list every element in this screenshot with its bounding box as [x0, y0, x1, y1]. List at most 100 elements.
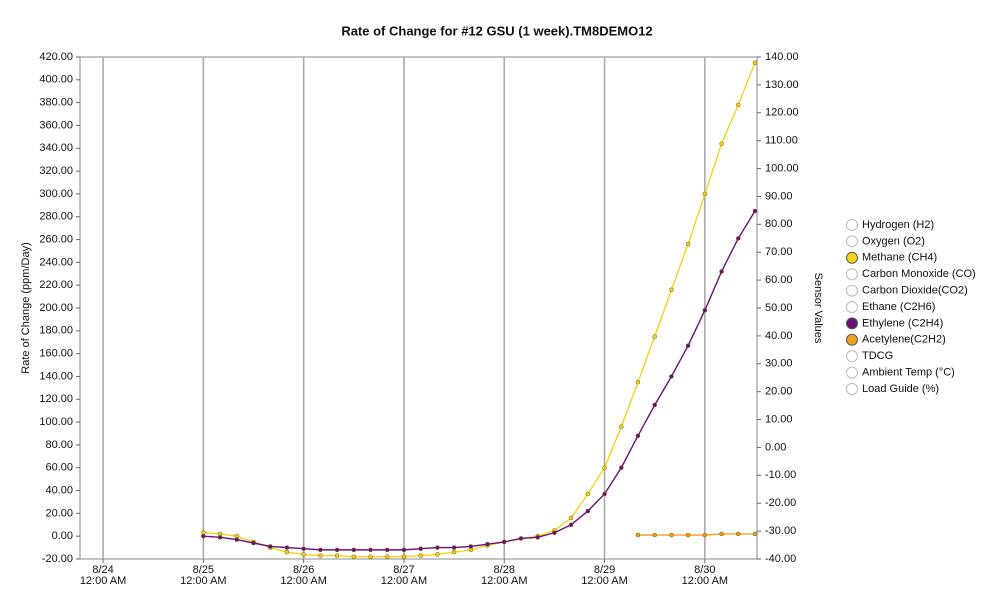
data-point	[334, 553, 340, 558]
data-point	[384, 547, 390, 553]
y2-tick-label: 70.00	[765, 246, 793, 258]
y2-axis-title: Sensor Values	[812, 273, 824, 344]
y-tick-label: 240.00	[39, 256, 73, 268]
data-point	[585, 491, 591, 497]
legend-label: Methane (CH4)	[862, 252, 937, 264]
data-point	[301, 546, 306, 551]
x-tick-label: 8/29	[594, 564, 615, 576]
data-point	[652, 402, 657, 408]
data-point	[735, 102, 741, 108]
data-point	[217, 535, 223, 540]
data-point	[669, 287, 674, 292]
x-tick-label: 12:00 AM	[381, 575, 427, 587]
x-tick-label: 12:00 AM	[481, 575, 527, 587]
y2-tick-label: 0.00	[765, 441, 786, 453]
x-tick-label: 8/26	[293, 564, 314, 576]
y-tick-label: 300.00	[39, 188, 73, 200]
y-tick-label: 380.00	[39, 97, 73, 109]
data-point	[318, 547, 323, 553]
x-tick-label: 12:00 AM	[581, 575, 627, 587]
y-tick-label: 360.00	[39, 119, 73, 131]
y2-tick-label: 50.00	[765, 302, 793, 314]
y2-tick-label: -30.00	[765, 525, 796, 537]
legend-marker	[846, 301, 858, 313]
data-point	[752, 60, 758, 65]
legend-label: Load Guide (%)	[862, 383, 939, 395]
data-point	[602, 491, 607, 497]
data-point	[468, 544, 474, 549]
x-tick-label: 8/24	[92, 564, 113, 576]
data-point	[568, 522, 574, 528]
y-tick-label: 40.00	[45, 484, 73, 496]
data-point	[435, 552, 440, 557]
data-point	[518, 536, 524, 541]
data-point	[635, 532, 641, 538]
data-point	[735, 236, 741, 241]
data-point	[368, 547, 373, 553]
legend-label: Ambient Temp (°C)	[862, 367, 955, 379]
y2-tick-label: 90.00	[765, 190, 793, 202]
y-tick-label: 400.00	[39, 74, 73, 86]
data-point	[418, 546, 423, 551]
y-axis-title: Rate of Change (ppm/Day)	[20, 242, 32, 373]
data-point	[485, 541, 490, 547]
y2-tick-label: 80.00	[765, 218, 793, 230]
legend-marker	[846, 317, 858, 330]
legend-label: Acetylene(C2H2)	[862, 334, 946, 346]
y2-tick-label: 40.00	[765, 330, 793, 342]
legend-label: Hydrogen (H2)	[862, 219, 934, 231]
y-tick-label: 280.00	[39, 211, 73, 223]
data-point	[652, 334, 657, 339]
y2-tick-label: -10.00	[765, 469, 796, 481]
legend-marker	[846, 284, 858, 297]
y-tick-label: 160.00	[39, 348, 73, 360]
data-point	[602, 465, 607, 470]
legend-label: Ethane (C2H6)	[862, 301, 935, 313]
data-point	[568, 515, 574, 521]
x-tick-label: 8/25	[193, 564, 214, 576]
legend-label: Carbon Dioxide(CO2)	[862, 285, 968, 297]
x-tick-label: 8/28	[494, 564, 515, 576]
legend-marker	[846, 383, 858, 395]
data-point	[284, 545, 290, 550]
legend-marker	[846, 251, 858, 264]
data-point	[418, 553, 423, 558]
data-point	[635, 379, 641, 385]
data-point	[619, 465, 624, 470]
data-point	[585, 508, 591, 514]
y-tick-label: 220.00	[39, 279, 73, 291]
data-point	[502, 539, 507, 545]
y-tick-label: 20.00	[45, 507, 73, 519]
legend-label: Carbon Monoxide (CO)	[862, 268, 976, 280]
data-point	[552, 530, 557, 536]
y-tick-label: 320.00	[39, 165, 73, 177]
y-tick-label: 420.00	[39, 51, 73, 63]
y2-tick-label: 30.00	[765, 358, 793, 370]
x-tick-label: 12:00 AM	[682, 575, 728, 587]
y2-tick-label: -20.00	[765, 497, 796, 509]
legend-marker	[846, 350, 858, 363]
data-point	[702, 308, 708, 313]
data-point	[635, 433, 641, 439]
y-tick-label: 120.00	[39, 393, 73, 405]
data-point	[685, 241, 691, 247]
data-point	[384, 554, 390, 559]
x-tick-label: 8/27	[393, 564, 414, 576]
y2-tick-label: 140.00	[765, 51, 799, 63]
data-point	[752, 531, 758, 537]
x-tick-label: 8/30	[694, 564, 715, 576]
data-point	[752, 208, 758, 214]
data-point	[401, 547, 407, 553]
series-line	[637, 533, 755, 536]
legend-label: Oxygen (O2)	[862, 235, 925, 247]
y-tick-label: 0.00	[52, 530, 73, 542]
y-tick-label: 140.00	[39, 370, 73, 382]
data-point	[685, 532, 691, 538]
chart-title: Rate of Change for #12 GSU (1 week).TM8D…	[341, 23, 652, 38]
y2-tick-label: 10.00	[765, 413, 793, 425]
y-tick-label: 100.00	[39, 416, 73, 428]
y-tick-label: 200.00	[39, 302, 73, 314]
y2-tick-label: 60.00	[765, 274, 793, 286]
data-point	[735, 531, 741, 537]
